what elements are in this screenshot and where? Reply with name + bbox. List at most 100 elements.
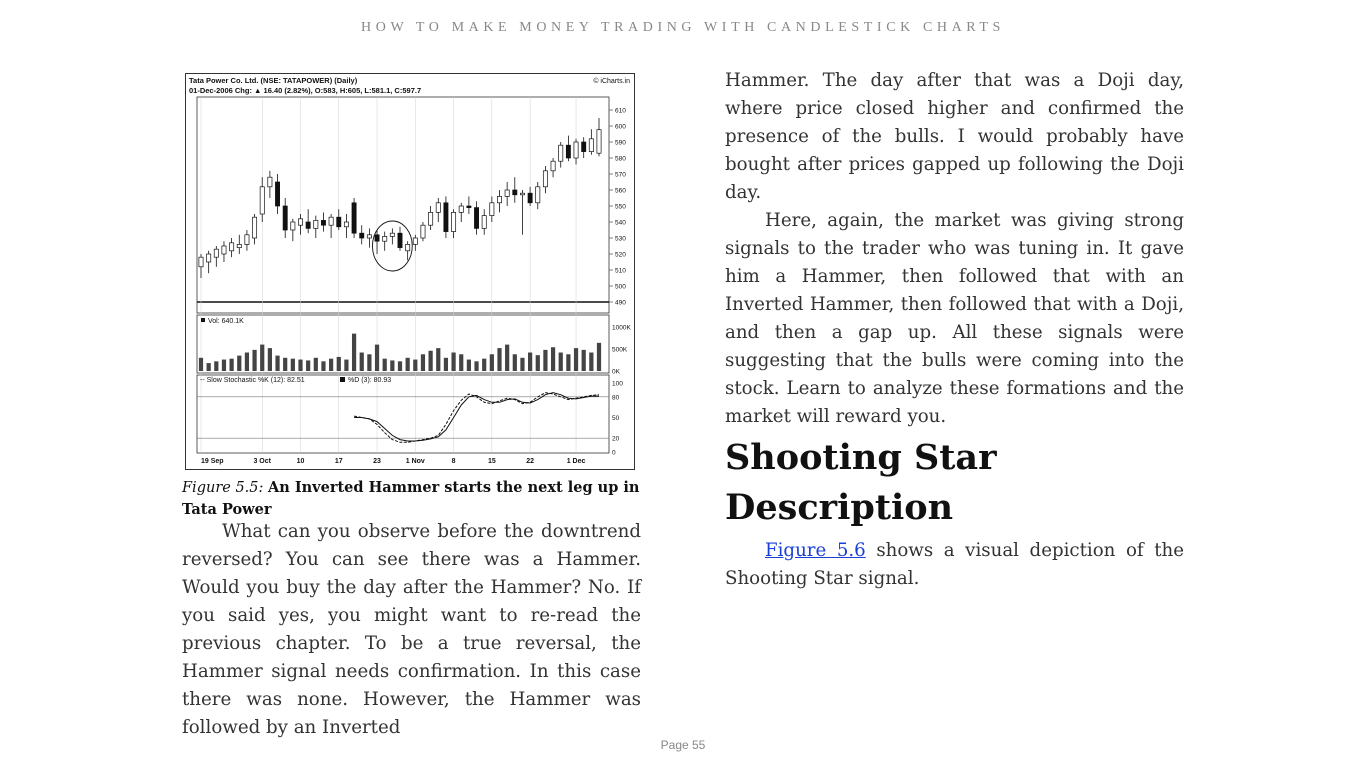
candle-body (588, 138, 594, 152)
candlestick-chart-svg: Tata Power Co. Ltd. (NSE: TATAPOWER) (Da… (189, 76, 631, 465)
price-panel-frame (196, 96, 610, 314)
price-tick-label: 520 (615, 252, 626, 259)
candle-body (397, 232, 403, 248)
volume-tick-label: 500K (612, 347, 628, 354)
candle-body (497, 196, 502, 204)
volume-bar (298, 359, 303, 371)
candle-body (420, 224, 426, 239)
volume-bar (528, 352, 533, 371)
volume-bar (359, 352, 364, 371)
candle-body (466, 205, 472, 208)
candle-body (581, 141, 587, 152)
running-head: HOW TO MAKE MONEY TRADING WITH CANDLESTI… (361, 20, 1005, 35)
volume-bar (221, 359, 227, 371)
candle-body (443, 202, 449, 232)
price-grid (197, 97, 609, 453)
candle-body (565, 144, 571, 159)
volume-bar (512, 354, 517, 371)
x-tick-label: 8 (452, 458, 456, 465)
price-tick-label: 560 (615, 188, 626, 195)
paragraph: What can you observe before the downtren… (182, 521, 641, 738)
price-tick-label: 540 (615, 220, 626, 227)
page-number: Page 55 (660, 738, 706, 752)
price-tick-label: 570 (615, 172, 626, 179)
chart-header-line1: Tata Power Co. Ltd. (NSE: TATAPOWER) (Da… (189, 76, 358, 85)
left-text-column: What can you observe before the downtren… (182, 518, 641, 742)
caption-text: An Inverted Hammer starts the next leg u… (182, 479, 640, 518)
candle-body (366, 234, 372, 239)
volume-panel-frame (196, 314, 610, 374)
candle-body (520, 192, 525, 196)
chart-header-line2: 01-Dec-2006 Chg: ▲ 16.40 (2.82%), O:583,… (189, 86, 421, 95)
candle-body (374, 234, 380, 242)
x-axis-ticks: 19 Sep 3 Oct 10 17 23 1 Nov 8 15 22 1 Dec (201, 458, 585, 465)
volume-bar (535, 355, 540, 371)
volume-bar (367, 354, 372, 371)
candle-body (236, 244, 242, 248)
volume-bar (573, 348, 579, 371)
candle-body (489, 202, 495, 216)
volume-bar (351, 333, 357, 371)
candle-body (458, 205, 464, 213)
stochastic-tick-label: 50 (612, 415, 620, 422)
candle-body (527, 192, 533, 204)
candle-body (267, 176, 273, 188)
volume-bar (336, 356, 341, 371)
candle-body (474, 207, 479, 229)
stochastic-tick-label: 80 (612, 394, 620, 401)
stochastic-axis-ticks: 0 20 50 80 100 (197, 381, 623, 457)
candle-body (198, 256, 204, 268)
price-tick-label: 490 (615, 300, 626, 307)
candle-annotation-circle (371, 220, 413, 272)
volume-bar (466, 359, 471, 371)
volume-bar (405, 357, 410, 371)
volume-bar (214, 361, 219, 371)
volume-bar (329, 358, 334, 371)
candle-body (481, 215, 487, 229)
x-tick-label: 17 (335, 458, 343, 465)
volume-bar (596, 342, 602, 371)
figure-5-6-link[interactable]: Figure 5.6 (765, 540, 866, 561)
volume-bar (489, 354, 494, 371)
volume-bar (520, 357, 525, 371)
x-tick-label: 1 Nov (406, 458, 425, 465)
volume-bar (290, 358, 295, 371)
volume-bar (581, 349, 586, 371)
candle-body (328, 216, 334, 226)
candle-body (244, 234, 250, 245)
section-heading: Shooting Star Description (725, 437, 997, 528)
paragraph-rest: shows a visual depiction of the Shooting… (725, 540, 1184, 589)
volume-bar (436, 348, 441, 371)
volume-bar (443, 357, 449, 371)
volume-bar (206, 363, 211, 371)
volume-bar (260, 344, 265, 371)
candle-body (504, 189, 510, 197)
volume-axis-ticks: 0K 500K 1000K (612, 325, 631, 376)
figure-caption: Figure 5.5: An Inverted Hammer starts th… (182, 477, 642, 521)
volume-bar (306, 360, 311, 371)
candle-body (351, 202, 357, 234)
volume-bar (566, 354, 571, 371)
volume-bar (420, 354, 426, 371)
volume-bar (374, 344, 380, 371)
stochastic-tick-label: 20 (612, 436, 620, 443)
candle-body (206, 253, 212, 263)
volume-bar (283, 357, 288, 371)
volume-bar (558, 352, 563, 371)
caption-label: Figure 5.5: (182, 480, 264, 496)
paragraph: Here, again, the market was giving stron… (725, 210, 1184, 427)
candle-body (252, 216, 258, 239)
volume-bar (344, 359, 349, 371)
price-tick-label: 610 (615, 108, 626, 115)
right-text-column: Hammer. The day after that was a Doji da… (725, 67, 1184, 593)
stochastic-k-line (354, 392, 600, 443)
volume-legend-swatch (201, 318, 205, 322)
candle-body (275, 181, 280, 207)
candle-body (359, 232, 365, 239)
candle-body (313, 220, 319, 229)
volume-bar (382, 358, 387, 371)
volume-bar (267, 348, 272, 371)
candle-body (343, 221, 349, 228)
candle-body (259, 186, 265, 215)
candle-body (305, 221, 311, 229)
